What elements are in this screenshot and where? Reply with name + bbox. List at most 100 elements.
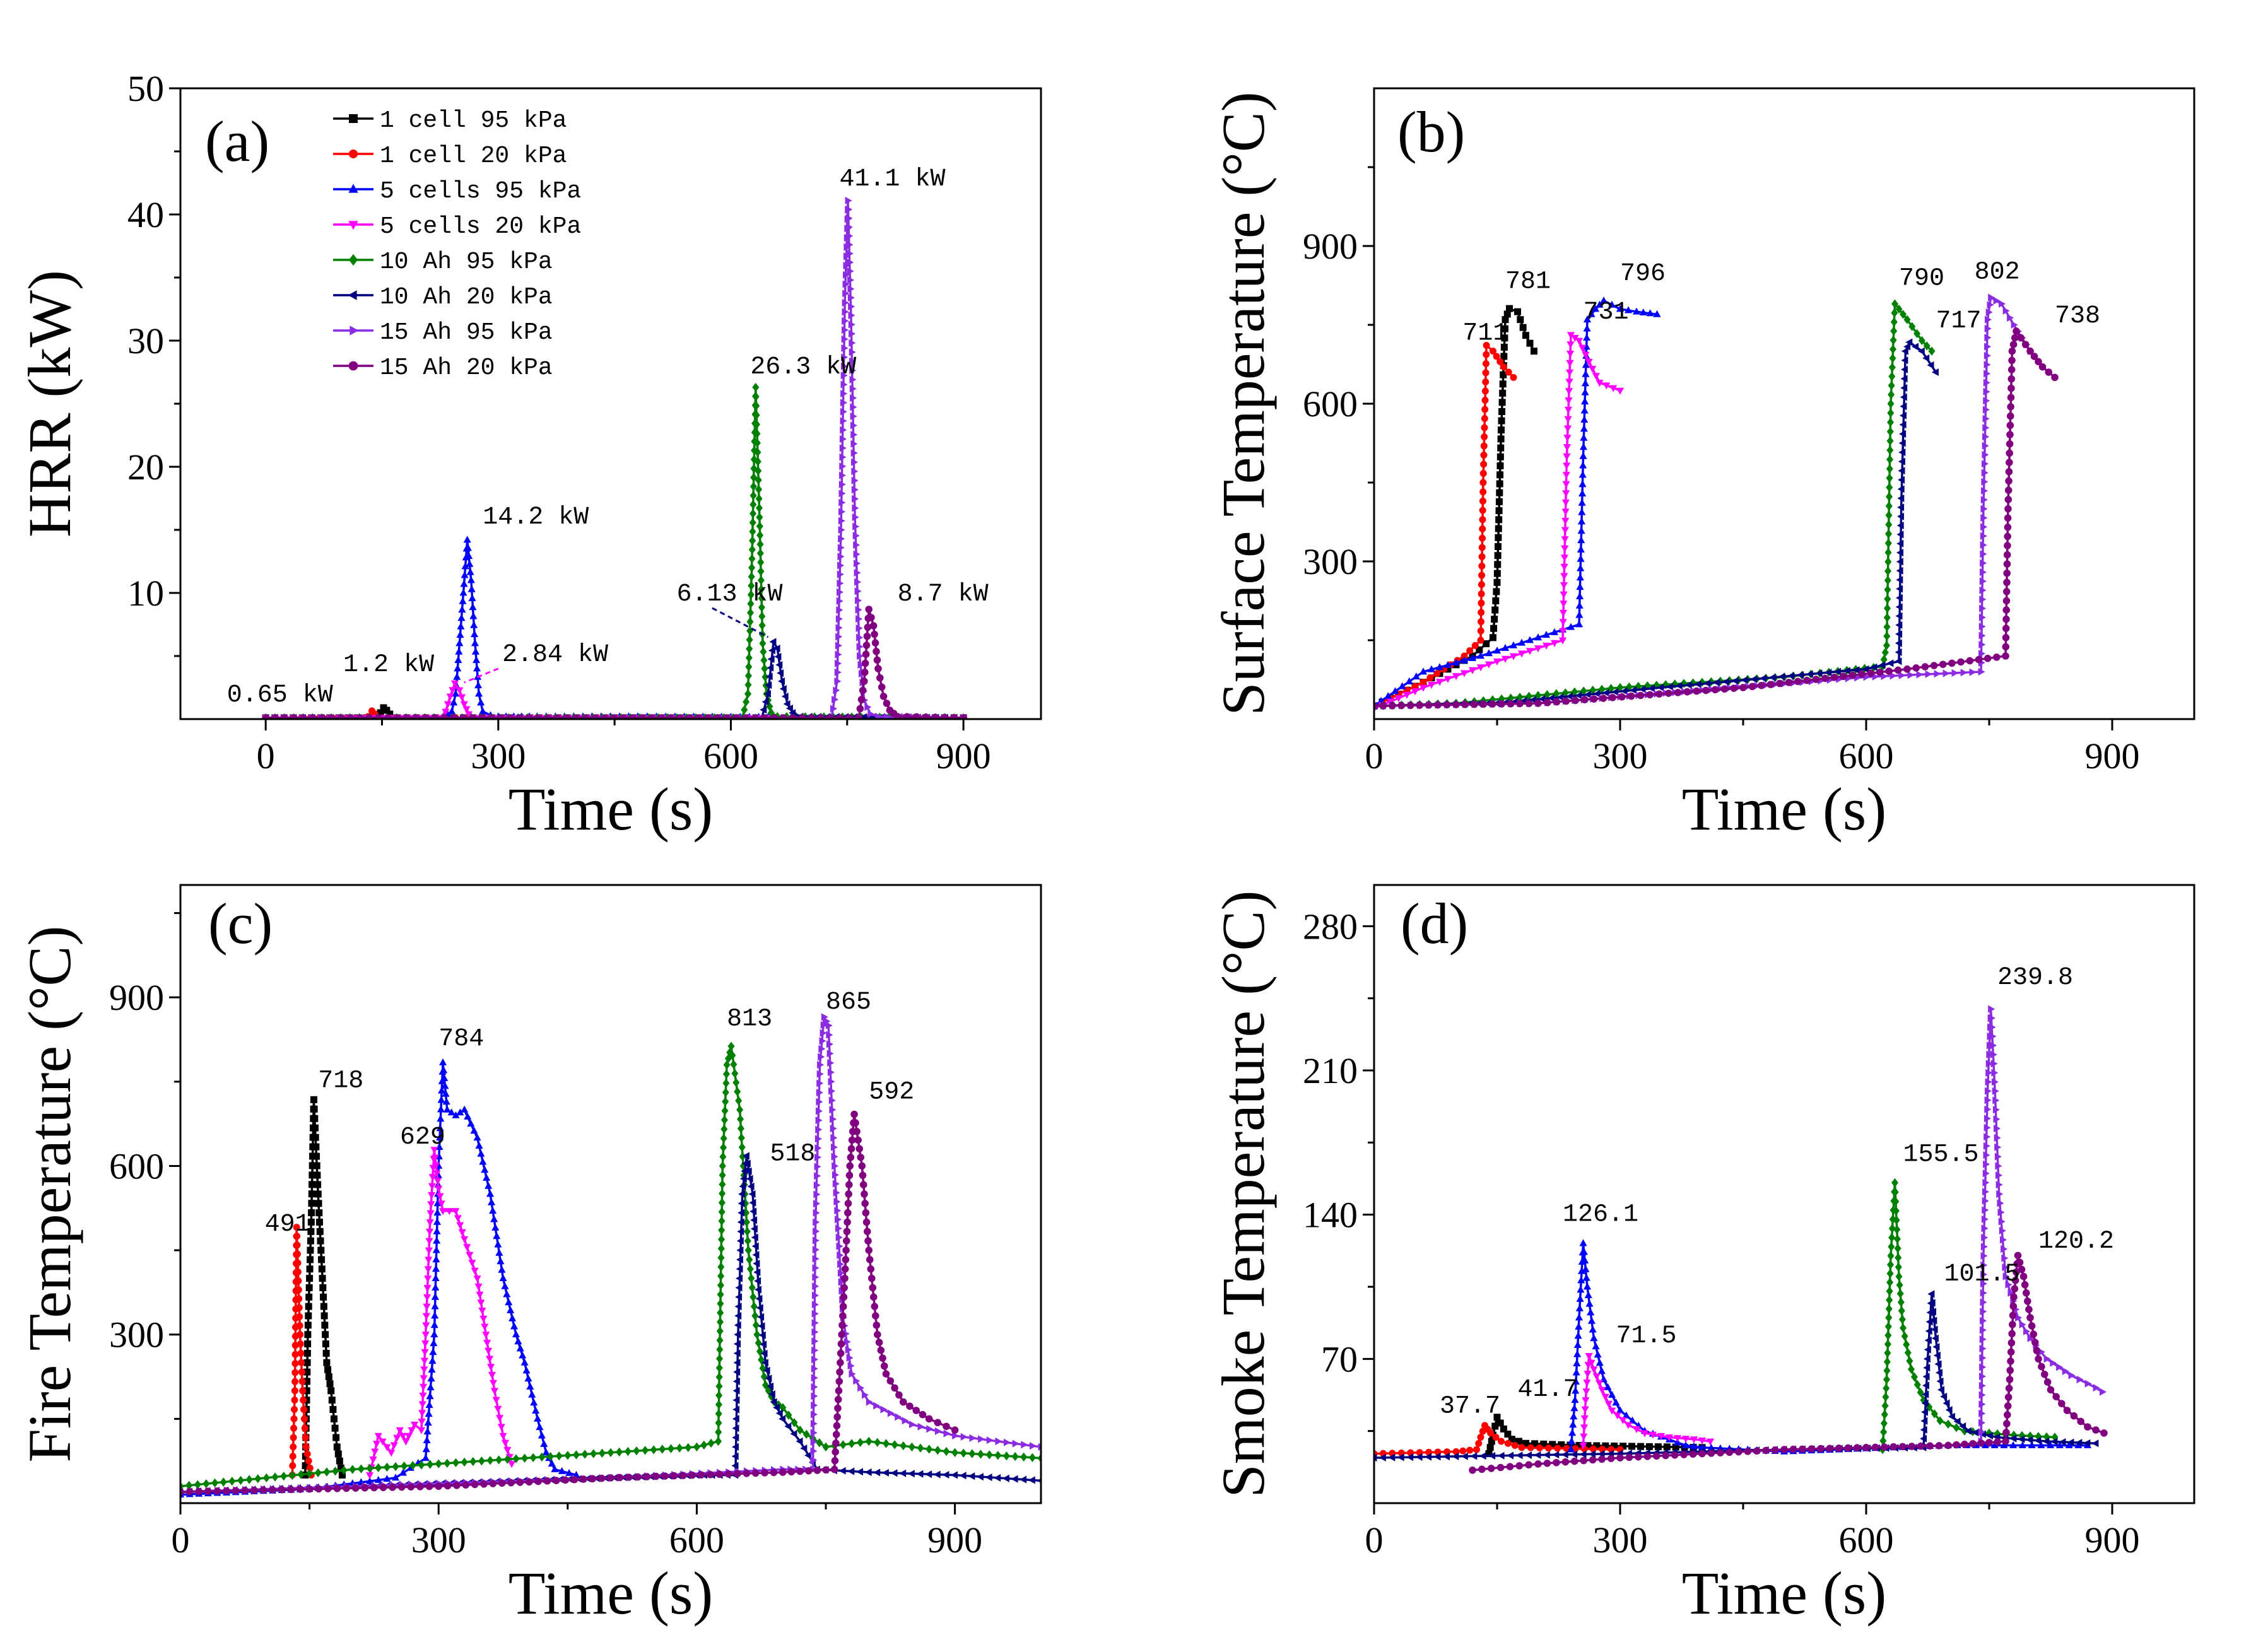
- data-point: [291, 1387, 298, 1395]
- data-point: [458, 694, 466, 701]
- y-tick-label: 900: [109, 977, 164, 1018]
- data-point: [1982, 406, 1990, 414]
- data-point: [968, 1449, 976, 1458]
- data-point: [1900, 393, 1907, 401]
- data-point: [1969, 1439, 1977, 1448]
- data-point: [756, 512, 763, 522]
- data-point: [503, 1455, 511, 1464]
- data-point: [842, 326, 849, 334]
- data-point: [733, 1368, 741, 1376]
- data-point: [2075, 1439, 2083, 1447]
- data-point: [1921, 1399, 1929, 1407]
- data-point: [423, 1303, 431, 1311]
- data-point: [1878, 661, 1886, 669]
- data-point: [738, 1209, 745, 1217]
- data-point: [374, 1475, 382, 1483]
- data-point: [770, 1468, 778, 1477]
- data-point: [379, 1438, 387, 1446]
- data-point: [322, 1340, 329, 1348]
- data-point: [2009, 341, 2018, 348]
- data-point: [779, 1468, 787, 1476]
- data-point: [1884, 548, 1892, 557]
- data-point: [1542, 642, 1551, 650]
- data-point: [1540, 1440, 1548, 1448]
- data-point: [297, 1340, 304, 1348]
- data-point: [473, 664, 481, 672]
- data-point: [1479, 488, 1487, 496]
- data-point: [1525, 1461, 1532, 1469]
- data-point: [487, 1364, 495, 1371]
- data-point: [402, 1438, 410, 1446]
- data-point: [1534, 1460, 1542, 1468]
- data-point: [462, 706, 471, 713]
- data-point: [730, 1060, 738, 1069]
- data-point: [1980, 550, 1987, 558]
- data-point: [864, 1227, 871, 1236]
- data-point: [903, 713, 911, 719]
- data-point: [1596, 1359, 1604, 1366]
- data-point: [1880, 655, 1888, 664]
- data-point: [840, 426, 847, 434]
- data-point: [1900, 310, 1907, 319]
- data-point: [1654, 1443, 1662, 1451]
- data-point: [1886, 492, 1893, 501]
- data-point: [337, 1464, 344, 1472]
- data-point: [755, 466, 762, 476]
- data-point: [1844, 1444, 1852, 1452]
- data-point: [814, 1135, 822, 1143]
- data-point: [815, 1116, 823, 1125]
- data-point: [1982, 1206, 1989, 1214]
- data-point: [1707, 1450, 1715, 1457]
- data-point: [734, 1312, 742, 1320]
- data-point: [473, 1134, 481, 1141]
- y-tick-label: 600: [1303, 384, 1358, 425]
- data-point: [1575, 337, 1584, 345]
- data-point: [496, 1415, 504, 1422]
- data-point: [2043, 1378, 2052, 1386]
- data-point: [736, 1265, 743, 1273]
- series-1-cell-20-kpa: [1374, 342, 1517, 710]
- x-axis-title: Time (s): [508, 775, 714, 843]
- peak-label: 784: [438, 1025, 484, 1053]
- data-point: [2004, 486, 2013, 495]
- data-point: [1580, 433, 1588, 441]
- data-point: [1812, 676, 1820, 683]
- data-point: [464, 544, 472, 551]
- data-point: [1807, 1445, 1816, 1453]
- data-point: [732, 1415, 739, 1423]
- data-point: [469, 603, 477, 611]
- data-point: [1982, 1197, 1989, 1205]
- data-point: [842, 308, 849, 316]
- data-point: [483, 1173, 491, 1181]
- data-point: [1004, 1438, 1011, 1446]
- series-1-cell-95-kpa: [302, 1096, 346, 1479]
- data-point: [2009, 1311, 2017, 1320]
- data-point: [941, 713, 949, 719]
- data-point: [1908, 322, 1916, 331]
- data-point: [2077, 1417, 2084, 1426]
- y-tick-label: 280: [1303, 906, 1358, 947]
- data-point: [1898, 476, 1905, 484]
- y-tick-label: 600: [109, 1145, 164, 1186]
- data-point: [1893, 1216, 1900, 1225]
- data-point: [790, 1418, 798, 1427]
- data-point: [2043, 1432, 2050, 1441]
- data-point: [1937, 1386, 1944, 1394]
- data-point: [1924, 1336, 1932, 1344]
- data-point: [426, 1210, 435, 1217]
- series-15-ah-20-kpa: [1469, 1251, 2108, 1474]
- data-point: [1979, 1335, 1987, 1344]
- data-point: [862, 641, 871, 649]
- data-point: [307, 1219, 315, 1226]
- data-point: [751, 1233, 758, 1241]
- data-point: [1750, 675, 1758, 683]
- data-point: [411, 1421, 419, 1429]
- data-point: [1580, 1456, 1587, 1465]
- y-tick-label: 140: [1303, 1195, 1358, 1236]
- data-point: [1487, 1429, 1495, 1437]
- data-point: [1583, 1282, 1592, 1290]
- plot-frame: [1373, 87, 2195, 720]
- data-point: [1577, 527, 1585, 534]
- data-point: [840, 390, 848, 397]
- data-point: [1572, 696, 1579, 705]
